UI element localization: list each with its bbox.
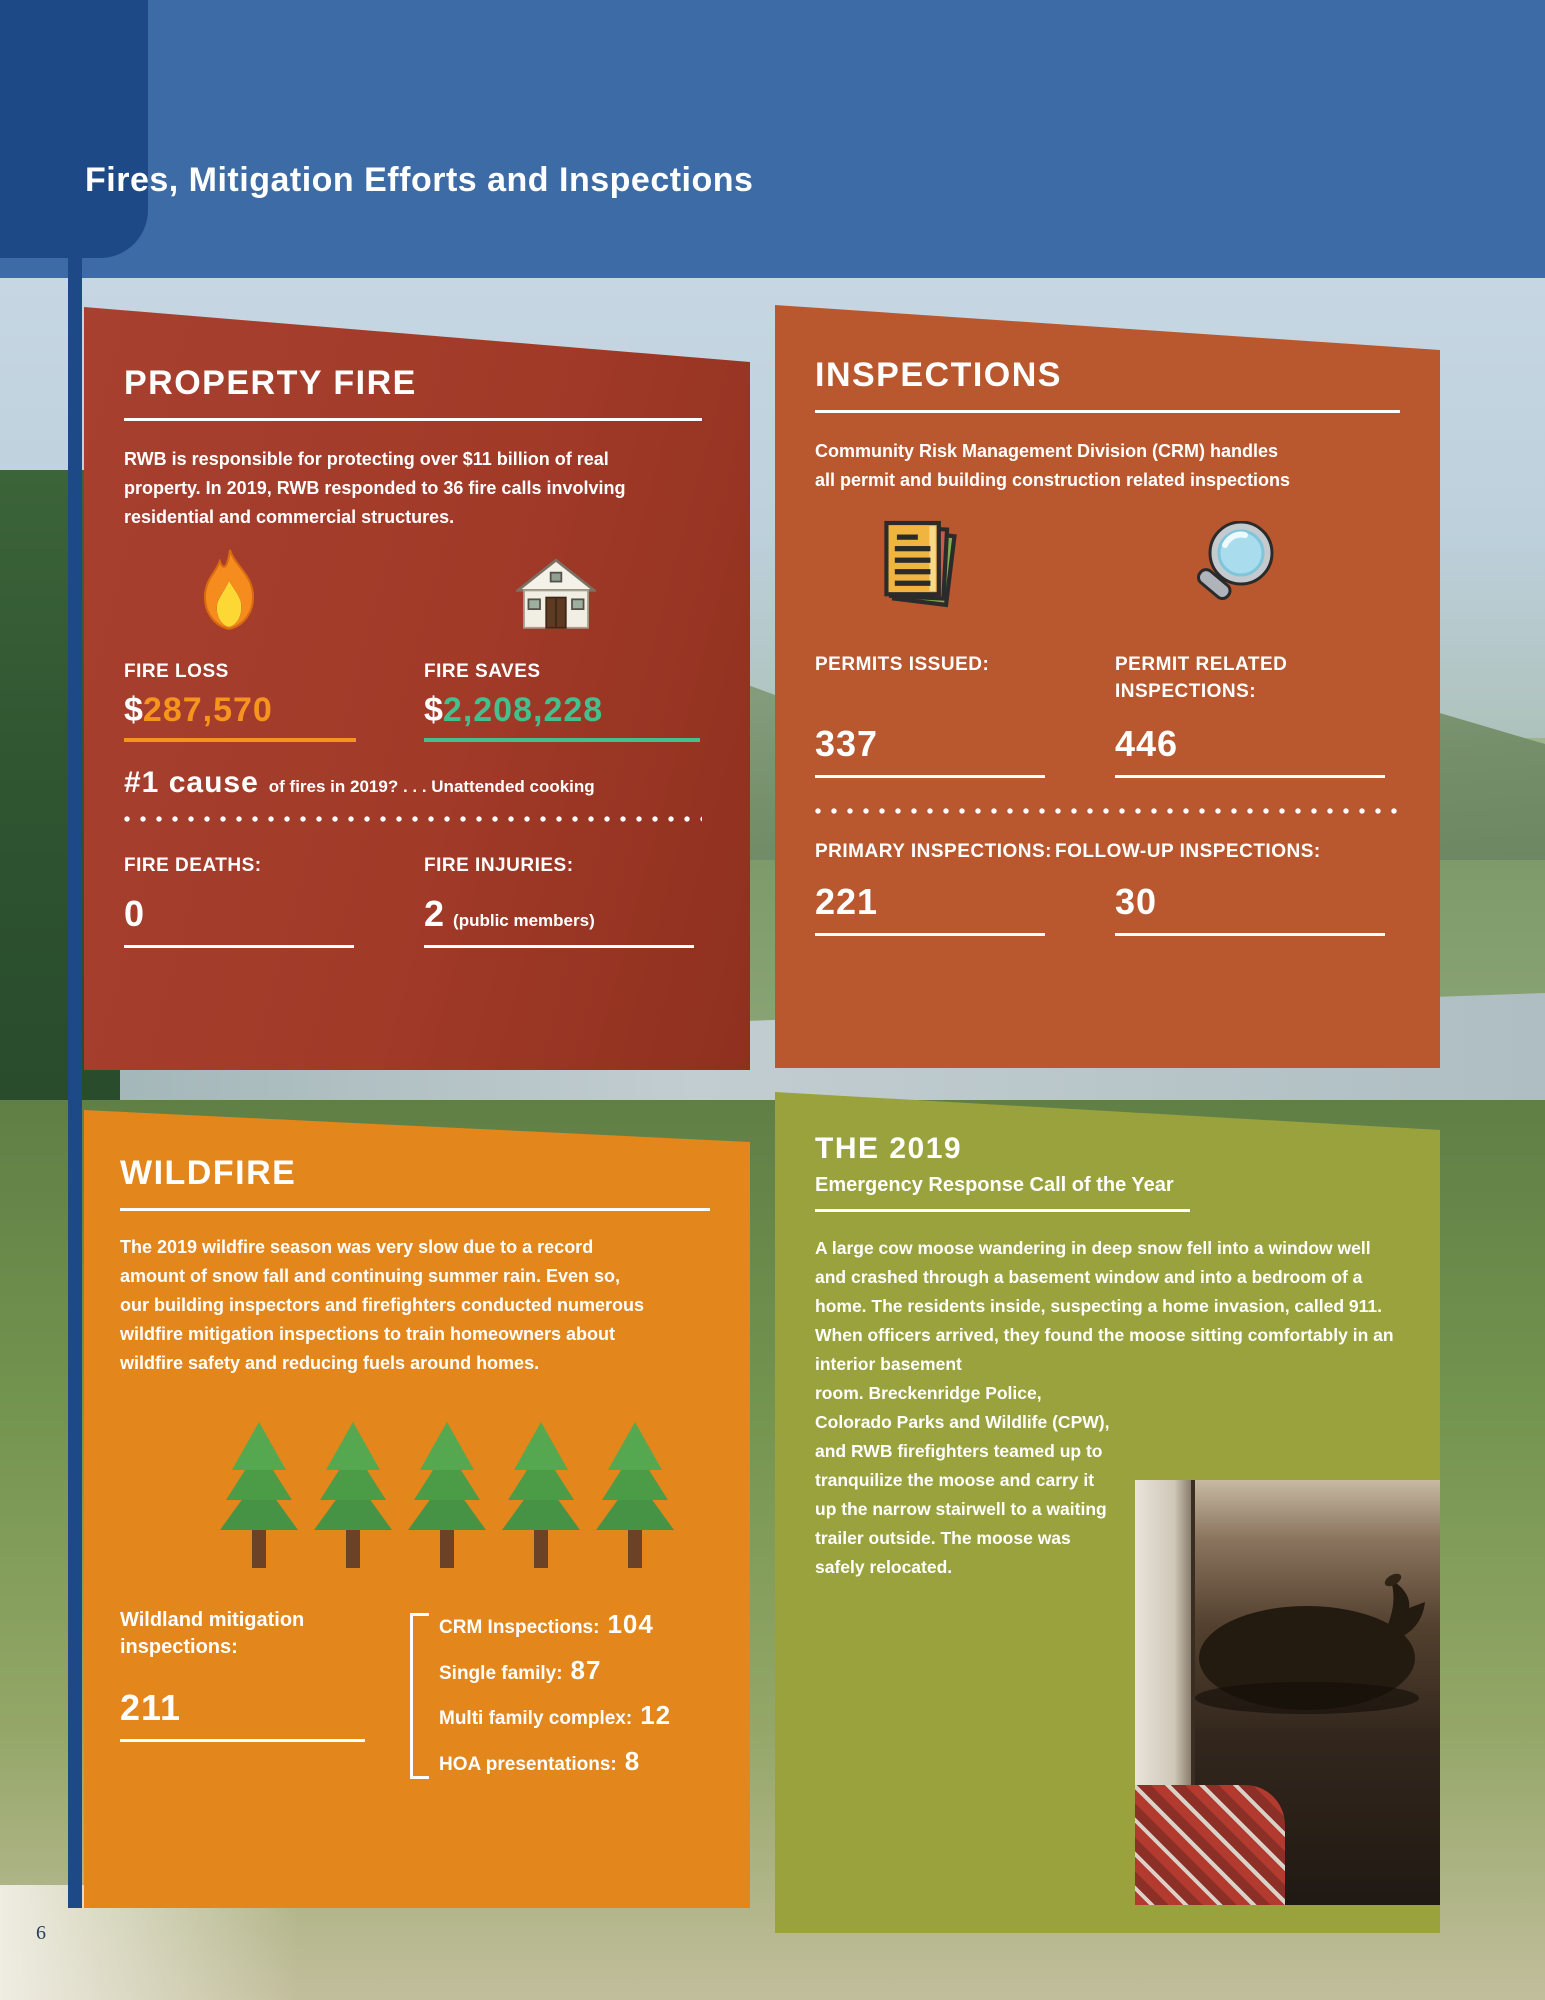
house-icon <box>513 558 599 635</box>
left-accent-rail <box>68 0 82 1908</box>
documents-icon <box>877 517 965 622</box>
cause-rank: #1 cause <box>124 766 259 799</box>
fire-casualty-labels: FIRE DEATHS: FIRE INJURIES: <box>124 852 702 879</box>
moose-silhouette <box>1187 1528 1437 1733</box>
wildland-mitigation-value: 211 <box>120 1687 182 1728</box>
call-of-year-subtitle: Emergency Response Call of the Year <box>815 1174 1174 1196</box>
pine-tree-icon <box>592 1418 678 1573</box>
fire-money-values: $287,570 $2,208,228 <box>124 691 702 742</box>
inspections-intro: Community Risk Management Division (CRM)… <box>815 441 1291 490</box>
magnifying-glass-icon <box>1187 520 1279 618</box>
permit-labels: PERMITS ISSUED: PERMIT RELATED INSPECTIO… <box>815 651 1400 705</box>
inspections-title: INSPECTIONS <box>815 356 1062 394</box>
permits-issued-label: PERMITS ISSUED: <box>815 654 990 675</box>
call-of-year-body: A large cow moose wandering in deep snow… <box>815 1238 1394 1374</box>
list-item: Multi family complex: 12 <box>439 1700 672 1731</box>
list-item: HOA presentations: 8 <box>439 1745 641 1776</box>
fire-injuries-label: FIRE INJURIES: <box>424 855 574 876</box>
pine-tree-icon <box>310 1418 396 1573</box>
wildland-stats: Wildland mitigation inspections: 211 CRM… <box>120 1607 710 1779</box>
fire-deaths-label: FIRE DEATHS: <box>124 855 262 876</box>
follow-up-inspections-value: 30 <box>1115 881 1158 922</box>
call-of-year-panel: THE 2019 Emergency Response Call of the … <box>775 1092 1440 1933</box>
call-of-year-body-continued: room. Breckenridge Police, Colorado Park… <box>815 1383 1110 1577</box>
fire-casualty-values: 0 2 (public members) <box>124 893 702 948</box>
divider <box>120 1208 710 1211</box>
primary-inspections-value: 221 <box>815 881 879 922</box>
inspection-type-labels: PRIMARY INSPECTIONS: FOLLOW-UP INSPECTIO… <box>815 838 1400 865</box>
divider <box>815 1209 1190 1212</box>
top-cause-line: #1 cause of fires in 2019? . . . Unattend… <box>124 766 702 800</box>
pine-trees-row <box>216 1418 710 1573</box>
page-title: Fires, Mitigation Efforts and Inspection… <box>85 160 754 199</box>
wildfire-title: WILDFIRE <box>120 1154 297 1192</box>
dotted-divider <box>815 808 1400 814</box>
fire-injuries-value: 2 <box>424 893 446 934</box>
fire-loss-value: $287,570 <box>124 691 273 729</box>
follow-up-inspections-label: FOLLOW-UP INSPECTIONS: <box>1055 841 1321 862</box>
flame-icon <box>196 548 262 637</box>
property-fire-panel: PROPERTY FIRE RWB is responsible for pro… <box>84 307 750 1070</box>
wildfire-intro: The 2019 wildfire season was very slow d… <box>120 1237 645 1373</box>
wildfire-panel: WILDFIRE The 2019 wildfire season was ve… <box>84 1110 750 1908</box>
pine-tree-icon <box>404 1418 490 1573</box>
breakdown-bracket <box>410 1613 433 1779</box>
wildland-mitigation-label: Wildland mitigation inspections: <box>120 1609 305 1658</box>
corner-accent-shape <box>0 0 148 258</box>
inspection-icons-row <box>815 515 1400 623</box>
fire-loss-label: FIRE LOSS <box>124 661 229 682</box>
breakdown-list: CRM Inspections: 104 Single family: 87 Mul… <box>433 1607 710 1779</box>
inspection-type-values: 221 30 <box>815 881 1400 936</box>
call-of-year-title: THE 2019 <box>815 1132 963 1165</box>
permit-related-value: 446 <box>1115 723 1179 764</box>
pine-tree-icon <box>498 1418 584 1573</box>
photo-blanket-pile <box>1135 1785 1285 1905</box>
property-fire-title: PROPERTY FIRE <box>124 364 417 402</box>
fire-injuries-note: (public members) <box>453 911 595 930</box>
header-band <box>0 0 1545 278</box>
permits-issued-value: 337 <box>815 723 879 764</box>
fire-saves-value: $2,208,228 <box>424 691 604 729</box>
pine-tree-icon <box>216 1418 302 1573</box>
fire-saves-label: FIRE SAVES <box>424 661 541 682</box>
divider <box>124 418 702 421</box>
list-item: Single family: 87 <box>439 1654 602 1685</box>
cause-text: of fires in 2019? . . . Unattended cooki… <box>268 777 595 796</box>
fire-icons-row <box>124 548 702 636</box>
list-item: CRM Inspections: 104 <box>439 1609 654 1639</box>
moose-in-basement-photo <box>1135 1480 1440 1905</box>
permit-values: 337 446 <box>815 723 1400 778</box>
fire-deaths-value: 0 <box>124 893 146 934</box>
page-number: 6 <box>36 1922 46 1944</box>
primary-inspections-label: PRIMARY INSPECTIONS: <box>815 841 1052 862</box>
inspections-panel: INSPECTIONS Community Risk Management Di… <box>775 305 1440 1068</box>
property-fire-intro: RWB is responsible for protecting over $… <box>124 449 626 527</box>
fire-money-labels: FIRE LOSS FIRE SAVES <box>124 658 702 685</box>
permit-related-label: PERMIT RELATED INSPECTIONS: <box>1115 654 1288 702</box>
divider <box>815 410 1400 413</box>
dotted-divider <box>124 816 702 822</box>
